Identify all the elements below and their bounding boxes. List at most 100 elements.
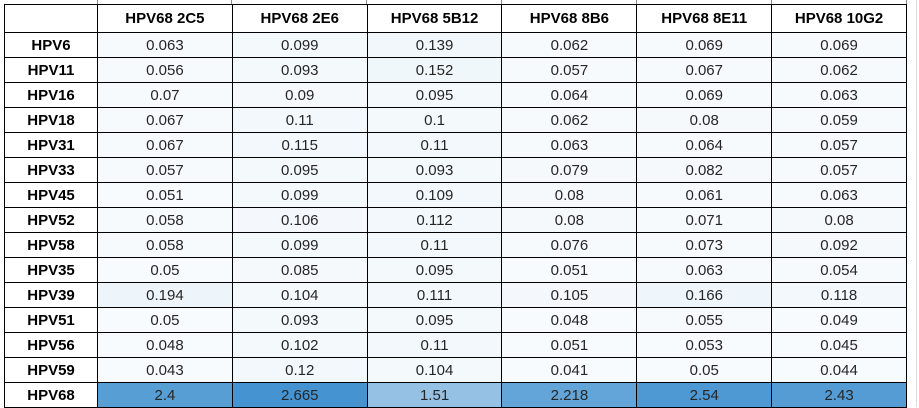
data-cell-hpv58-col5[interactable]: 0.073 <box>636 232 773 258</box>
row-header-hpv52[interactable]: HPV52 <box>4 207 98 233</box>
data-cell-hpv59-col4[interactable]: 0.041 <box>501 357 638 383</box>
data-cell-hpv39-col5[interactable]: 0.166 <box>636 282 773 308</box>
data-cell-hpv31-col1[interactable]: 0.067 <box>97 132 233 158</box>
data-cell-hpv56-col1[interactable]: 0.048 <box>97 332 233 358</box>
data-cell-hpv6-col1[interactable]: 0.063 <box>97 32 233 58</box>
data-cell-hpv35-col1[interactable]: 0.05 <box>97 257 233 283</box>
column-header-hpv68-2c5[interactable]: HPV68 2C5 <box>97 4 233 33</box>
data-cell-hpv39-col3[interactable]: 0.111 <box>366 282 503 308</box>
data-cell-hpv16-col3[interactable]: 0.095 <box>366 82 503 108</box>
data-cell-hpv59-col3[interactable]: 0.104 <box>366 357 503 383</box>
data-cell-hpv56-col2[interactable]: 0.102 <box>231 332 368 358</box>
data-cell-hpv33-col5[interactable]: 0.082 <box>636 157 773 183</box>
data-cell-hpv51-col3[interactable]: 0.095 <box>366 307 503 333</box>
data-cell-hpv51-col6[interactable]: 0.049 <box>771 307 907 333</box>
data-cell-hpv68-col4[interactable]: 2.218 <box>501 382 638 408</box>
data-cell-hpv45-col2[interactable]: 0.099 <box>231 182 368 208</box>
column-header-hpv68-10g2[interactable]: HPV68 10G2 <box>771 4 907 33</box>
data-cell-hpv16-col2[interactable]: 0.09 <box>231 82 368 108</box>
column-header-hpv68-2e6[interactable]: HPV68 2E6 <box>231 4 368 33</box>
data-cell-hpv18-col1[interactable]: 0.067 <box>97 107 233 133</box>
data-cell-hpv51-col4[interactable]: 0.048 <box>501 307 638 333</box>
data-cell-hpv58-col4[interactable]: 0.076 <box>501 232 638 258</box>
data-cell-hpv52-col3[interactable]: 0.112 <box>366 207 503 233</box>
data-cell-hpv45-col4[interactable]: 0.08 <box>501 182 638 208</box>
data-cell-hpv18-col3[interactable]: 0.1 <box>366 107 503 133</box>
data-cell-hpv52-col1[interactable]: 0.058 <box>97 207 233 233</box>
data-cell-hpv16-col5[interactable]: 0.069 <box>636 82 773 108</box>
data-cell-hpv51-col2[interactable]: 0.093 <box>231 307 368 333</box>
data-cell-hpv31-col5[interactable]: 0.064 <box>636 132 773 158</box>
data-cell-hpv31-col2[interactable]: 0.115 <box>231 132 368 158</box>
data-cell-hpv35-col6[interactable]: 0.054 <box>771 257 907 283</box>
column-header-hpv68-5b12[interactable]: HPV68 5B12 <box>366 4 503 33</box>
data-cell-hpv6-col5[interactable]: 0.069 <box>636 32 773 58</box>
column-header-hpv68-8e11[interactable]: HPV68 8E11 <box>636 4 773 33</box>
data-cell-hpv59-col6[interactable]: 0.044 <box>771 357 907 383</box>
data-cell-hpv45-col6[interactable]: 0.063 <box>771 182 907 208</box>
data-cell-hpv11-col5[interactable]: 0.067 <box>636 57 773 83</box>
data-cell-hpv31-col4[interactable]: 0.063 <box>501 132 638 158</box>
data-cell-hpv35-col3[interactable]: 0.095 <box>366 257 503 283</box>
data-cell-hpv11-col2[interactable]: 0.093 <box>231 57 368 83</box>
data-cell-hpv52-col5[interactable]: 0.071 <box>636 207 773 233</box>
data-cell-hpv56-col3[interactable]: 0.11 <box>366 332 503 358</box>
data-cell-hpv33-col4[interactable]: 0.079 <box>501 157 638 183</box>
data-cell-hpv51-col5[interactable]: 0.055 <box>636 307 773 333</box>
data-cell-hpv35-col4[interactable]: 0.051 <box>501 257 638 283</box>
data-cell-hpv18-col4[interactable]: 0.062 <box>501 107 638 133</box>
data-cell-hpv56-col6[interactable]: 0.045 <box>771 332 907 358</box>
row-header-hpv16[interactable]: HPV16 <box>4 82 98 108</box>
data-cell-hpv31-col6[interactable]: 0.057 <box>771 132 907 158</box>
data-cell-hpv18-col2[interactable]: 0.11 <box>231 107 368 133</box>
data-cell-hpv58-col6[interactable]: 0.092 <box>771 232 907 258</box>
data-cell-hpv52-col4[interactable]: 0.08 <box>501 207 638 233</box>
data-cell-hpv56-col5[interactable]: 0.053 <box>636 332 773 358</box>
data-cell-hpv52-col2[interactable]: 0.106 <box>231 207 368 233</box>
data-cell-hpv39-col2[interactable]: 0.104 <box>231 282 368 308</box>
data-cell-hpv56-col4[interactable]: 0.051 <box>501 332 638 358</box>
row-header-hpv45[interactable]: HPV45 <box>4 182 98 208</box>
data-cell-hpv59-col5[interactable]: 0.05 <box>636 357 773 383</box>
row-header-hpv33[interactable]: HPV33 <box>4 157 98 183</box>
data-cell-hpv16-col1[interactable]: 0.07 <box>97 82 233 108</box>
data-cell-hpv33-col3[interactable]: 0.093 <box>366 157 503 183</box>
data-cell-hpv11-col6[interactable]: 0.062 <box>771 57 907 83</box>
data-cell-hpv68-col3[interactable]: 1.51 <box>366 382 503 408</box>
data-cell-hpv18-col6[interactable]: 0.059 <box>771 107 907 133</box>
data-cell-hpv51-col1[interactable]: 0.05 <box>97 307 233 333</box>
row-header-hpv11[interactable]: HPV11 <box>4 57 98 83</box>
row-header-hpv51[interactable]: HPV51 <box>4 307 98 333</box>
data-cell-hpv16-col6[interactable]: 0.063 <box>771 82 907 108</box>
data-cell-hpv45-col3[interactable]: 0.109 <box>366 182 503 208</box>
data-cell-hpv45-col1[interactable]: 0.051 <box>97 182 233 208</box>
data-cell-hpv68-col2[interactable]: 2.665 <box>231 382 368 408</box>
data-cell-hpv45-col5[interactable]: 0.061 <box>636 182 773 208</box>
row-header-hpv58[interactable]: HPV58 <box>4 232 98 258</box>
data-cell-hpv59-col2[interactable]: 0.12 <box>231 357 368 383</box>
data-cell-hpv35-col2[interactable]: 0.085 <box>231 257 368 283</box>
row-header-hpv59[interactable]: HPV59 <box>4 357 98 383</box>
data-cell-hpv39-col6[interactable]: 0.118 <box>771 282 907 308</box>
data-cell-hpv18-col5[interactable]: 0.08 <box>636 107 773 133</box>
data-cell-hpv11-col1[interactable]: 0.056 <box>97 57 233 83</box>
data-cell-hpv6-col3[interactable]: 0.139 <box>366 32 503 58</box>
data-cell-hpv39-col1[interactable]: 0.194 <box>97 282 233 308</box>
corner-cell[interactable] <box>4 4 98 33</box>
data-cell-hpv58-col2[interactable]: 0.099 <box>231 232 368 258</box>
data-cell-hpv16-col4[interactable]: 0.064 <box>501 82 638 108</box>
data-cell-hpv33-col6[interactable]: 0.057 <box>771 157 907 183</box>
data-cell-hpv68-col1[interactable]: 2.4 <box>97 382 233 408</box>
row-header-hpv35[interactable]: HPV35 <box>4 257 98 283</box>
data-cell-hpv6-col4[interactable]: 0.062 <box>501 32 638 58</box>
data-cell-hpv58-col3[interactable]: 0.11 <box>366 232 503 258</box>
row-header-hpv39[interactable]: HPV39 <box>4 282 98 308</box>
data-cell-hpv33-col2[interactable]: 0.095 <box>231 157 368 183</box>
data-cell-hpv52-col6[interactable]: 0.08 <box>771 207 907 233</box>
data-cell-hpv35-col5[interactable]: 0.063 <box>636 257 773 283</box>
data-cell-hpv31-col3[interactable]: 0.11 <box>366 132 503 158</box>
row-header-hpv31[interactable]: HPV31 <box>4 132 98 158</box>
row-header-hpv68[interactable]: HPV68 <box>4 382 98 408</box>
column-header-hpv68-8b6[interactable]: HPV68 8B6 <box>501 4 638 33</box>
data-cell-hpv39-col4[interactable]: 0.105 <box>501 282 638 308</box>
